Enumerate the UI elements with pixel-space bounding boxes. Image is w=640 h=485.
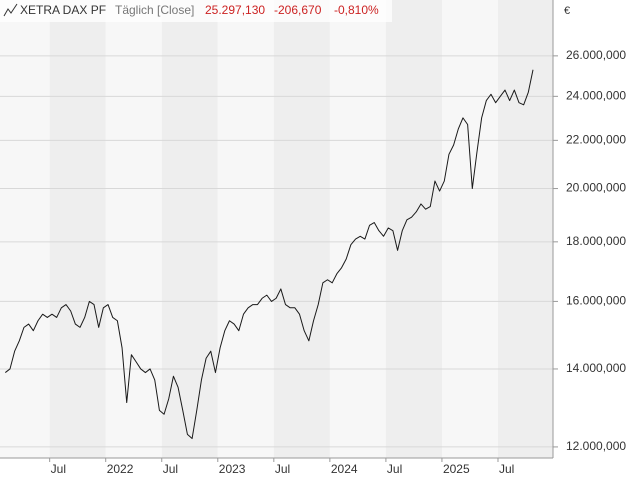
y-tick-label: 14.000,000 (566, 361, 626, 375)
y-tick-label: 22.000,000 (566, 133, 626, 147)
last-value: 25.297,130 (205, 3, 265, 17)
y-tick-label: 16.000,000 (566, 294, 626, 308)
background-bands (0, 0, 553, 458)
y-tick-label: 26.000,000 (566, 48, 626, 62)
series (4, 69, 534, 440)
x-tick-label: 2024 (331, 462, 358, 476)
band (105, 0, 162, 458)
x-tick-label: Jul (163, 462, 178, 476)
y-tick-label: 12.000,000 (566, 439, 626, 453)
x-tick-label: 2022 (107, 462, 134, 476)
y-tick-label: 20.000,000 (566, 181, 626, 195)
x-tick-label: Jul (51, 462, 66, 476)
band (49, 0, 106, 458)
instrument-name: XETRA DAX PF (20, 3, 106, 17)
y-tick-label: 24.000,000 (566, 89, 626, 103)
x-tick-label: 2023 (219, 462, 246, 476)
band (161, 0, 218, 458)
band (441, 0, 498, 458)
band (329, 0, 386, 458)
x-tick-label: Jul (387, 462, 402, 476)
x-tick-label: 2025 (443, 462, 470, 476)
change: -206,670 (274, 3, 322, 17)
band (497, 0, 553, 458)
band (217, 0, 274, 458)
x-tick-label: Jul (499, 462, 514, 476)
grid (0, 55, 558, 462)
band (385, 0, 442, 458)
currency: € (564, 5, 570, 17)
line-icon (3, 3, 18, 17)
y-tick-label: 18.000,000 (566, 234, 626, 248)
x-tick-label: Jul (275, 462, 290, 476)
band (273, 0, 330, 458)
header-backdrop (0, 0, 392, 22)
price-line (4, 69, 534, 440)
interval: Täglich [Close] (115, 3, 194, 17)
band (0, 0, 50, 458)
change-percent: -0,810% (334, 3, 379, 17)
